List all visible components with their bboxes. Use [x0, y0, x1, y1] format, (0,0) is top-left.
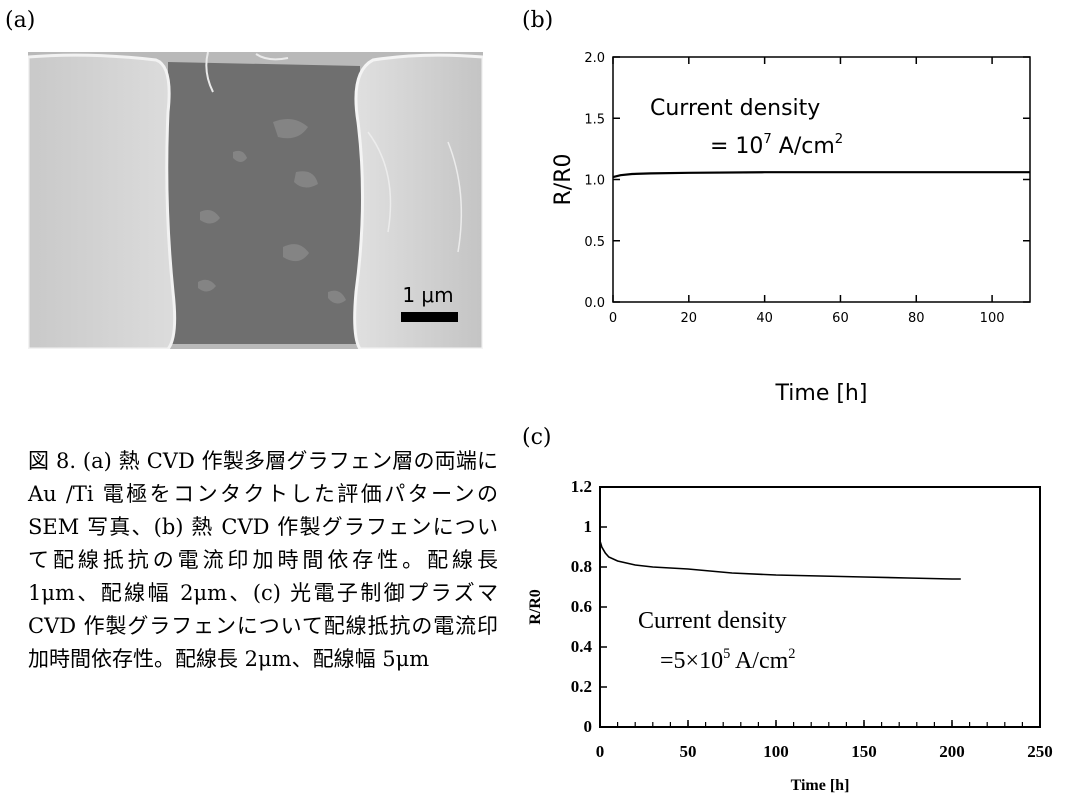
y-tick-label: 1.2: [571, 477, 592, 496]
annotation-line-1: Current density: [638, 608, 787, 634]
y-tick-label: 1.0: [584, 174, 605, 189]
annotation-line-1: Current density: [650, 96, 820, 121]
y-axis-label: R/R0: [551, 154, 576, 206]
annotation-superscript: 2: [835, 132, 843, 147]
sem-right-electrode: [353, 53, 485, 351]
y-tick-label: 2.0: [584, 51, 605, 66]
y-tick-label: 1.5: [584, 112, 605, 127]
x-tick-label: 100: [980, 311, 1005, 326]
panel-label-c: (c): [522, 425, 552, 450]
sem-left-electrode: [26, 53, 177, 351]
annotation-superscript: 2: [788, 646, 795, 662]
y-tick-label: 0.2: [571, 677, 592, 696]
annotation-superscript: 7: [763, 132, 771, 147]
annotation-text: =5×10: [660, 648, 723, 674]
x-tick-label: 60: [832, 311, 849, 326]
plot-frame: [612, 56, 1031, 303]
annotation-line-2: = 107 A/cm2: [710, 132, 843, 159]
plot-frame: [599, 486, 1041, 728]
y-tick-label: 0.6: [571, 597, 592, 616]
annotation-text: = 10: [710, 134, 763, 159]
panel-label-b: (b): [522, 8, 554, 33]
y-tick-label: 1: [584, 517, 593, 536]
x-axis-label: Time [h]: [791, 777, 850, 794]
chart-c: 0 50 100 150 200 250 0 0.2 0.4 0.6 0.8 1 1.2 Time [h]…: [520, 470, 1065, 798]
x-tick-label: 50: [680, 742, 697, 761]
sem-scale-bar: [401, 312, 458, 322]
y-tick-label: 0.0: [584, 296, 605, 311]
series-line-0: [599, 540, 961, 580]
annotation-text: A/cm: [772, 134, 835, 159]
x-tick-label: 40: [756, 311, 773, 326]
x-tick-label: 80: [908, 311, 925, 326]
annotation-text: A/cm: [730, 648, 788, 674]
sem-scale-bar-label: 1 μm: [402, 283, 453, 307]
panel-label-a: (a): [5, 8, 36, 33]
x-tick-label: 0: [609, 311, 617, 326]
x-tick-label: 0: [596, 742, 605, 761]
figure-caption: 図 8. (a) 熱 CVD 作製多層グラフェン層の両端にAu /Ti 電極をコ…: [28, 449, 498, 671]
y-tick-label: 0.8: [571, 557, 592, 576]
y-tick-label: 0.4: [571, 637, 593, 656]
y-tick-label: 0.5: [584, 235, 605, 250]
x-tick-label: 20: [681, 311, 698, 326]
series-line-0: [612, 171, 1030, 179]
x-tick-label: 100: [763, 742, 789, 761]
annotation-superscript: 5: [723, 646, 730, 662]
sem-image: 1 μm: [26, 51, 485, 351]
annotation-line-2: =5×105 A/cm2: [660, 646, 795, 674]
x-tick-label: 250: [1027, 742, 1053, 761]
x-tick-label: 200: [939, 742, 965, 761]
chart-b: 0 20 40 60 80 100 0.0 0.5 1.0 1.5 2.0 Time [h] R/R0 C…: [520, 45, 1065, 410]
sem-graphene-channel: [168, 62, 362, 344]
x-axis-label: Time [h]: [775, 381, 868, 406]
x-tick-label: 150: [851, 742, 877, 761]
y-tick-label: 0: [584, 717, 593, 736]
y-axis-label: R/R0: [527, 589, 544, 625]
